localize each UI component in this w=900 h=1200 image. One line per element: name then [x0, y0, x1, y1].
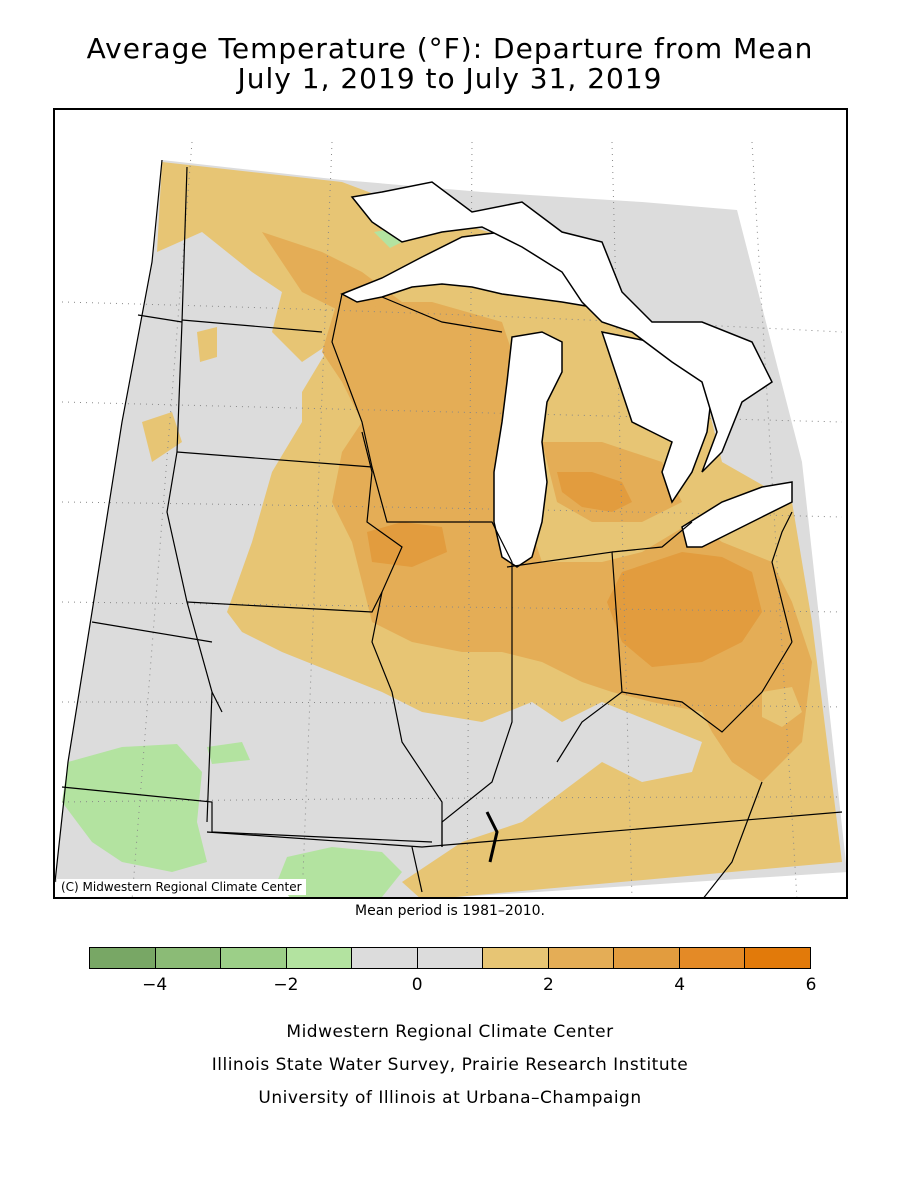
legend-swatch — [221, 948, 287, 968]
anomaly-warm-3-ia — [367, 522, 447, 567]
lake-erie — [681, 481, 793, 548]
great-lakes — [340, 181, 793, 568]
legend-swatch — [155, 948, 222, 968]
lake-michigan — [493, 331, 563, 568]
map-date-range: July 1, 2019 to July 31, 2019 — [237, 62, 663, 95]
legend-tick-label: −4 — [142, 975, 168, 995]
map-frame: (C) Midwestern Regional Climate Center — [53, 108, 848, 899]
graticule — [61, 141, 843, 897]
credit-line-1: Midwestern Regional Climate Center — [286, 1022, 614, 1042]
reservoir-marker — [485, 811, 499, 863]
anomaly-cool-1-c — [277, 847, 402, 897]
credit-line-3: University of Illinois at Urbana–Champai… — [258, 1088, 642, 1108]
anomaly-warm-1-hole — [762, 687, 802, 727]
legend-swatch — [286, 948, 353, 968]
legend-swatch — [417, 948, 484, 968]
state-borders — [55, 159, 843, 897]
legend-swatch — [745, 948, 811, 968]
legend-tick-label: 4 — [674, 975, 686, 995]
anomaly-cool-1-b — [207, 742, 250, 764]
legend-swatch — [679, 948, 746, 968]
legend-swatch — [548, 948, 615, 968]
anomaly-warm-3-mi — [557, 472, 632, 512]
legend-tick-label: 2 — [543, 975, 554, 995]
credit-line-2: Illinois State Water Survey, Prairie Res… — [211, 1055, 689, 1075]
legend-tick-label: −2 — [273, 975, 299, 995]
mean-period-note: Mean period is 1981–2010. — [355, 903, 545, 919]
legend-tick-label: 0 — [411, 975, 423, 995]
map-title: Average Temperature (°F): Departure from… — [86, 32, 814, 65]
legend-bar — [89, 947, 811, 969]
anomaly-warm-3 — [607, 552, 762, 667]
legend-swatch — [90, 948, 156, 968]
anomaly-map — [55, 141, 846, 897]
canada-landmass — [350, 181, 773, 473]
anomaly-warm-1-blob — [142, 412, 182, 462]
copyright-label: (C) Midwestern Regional Climate Center — [57, 879, 306, 895]
legend-swatch — [614, 948, 680, 968]
color-legend — [89, 947, 811, 969]
anomaly-warm-1-blob — [197, 327, 217, 362]
legend-tick-label: 6 — [805, 975, 817, 995]
legend-swatch — [483, 948, 549, 968]
anomaly-cool-1 — [62, 744, 207, 872]
legend-swatch — [352, 948, 418, 968]
